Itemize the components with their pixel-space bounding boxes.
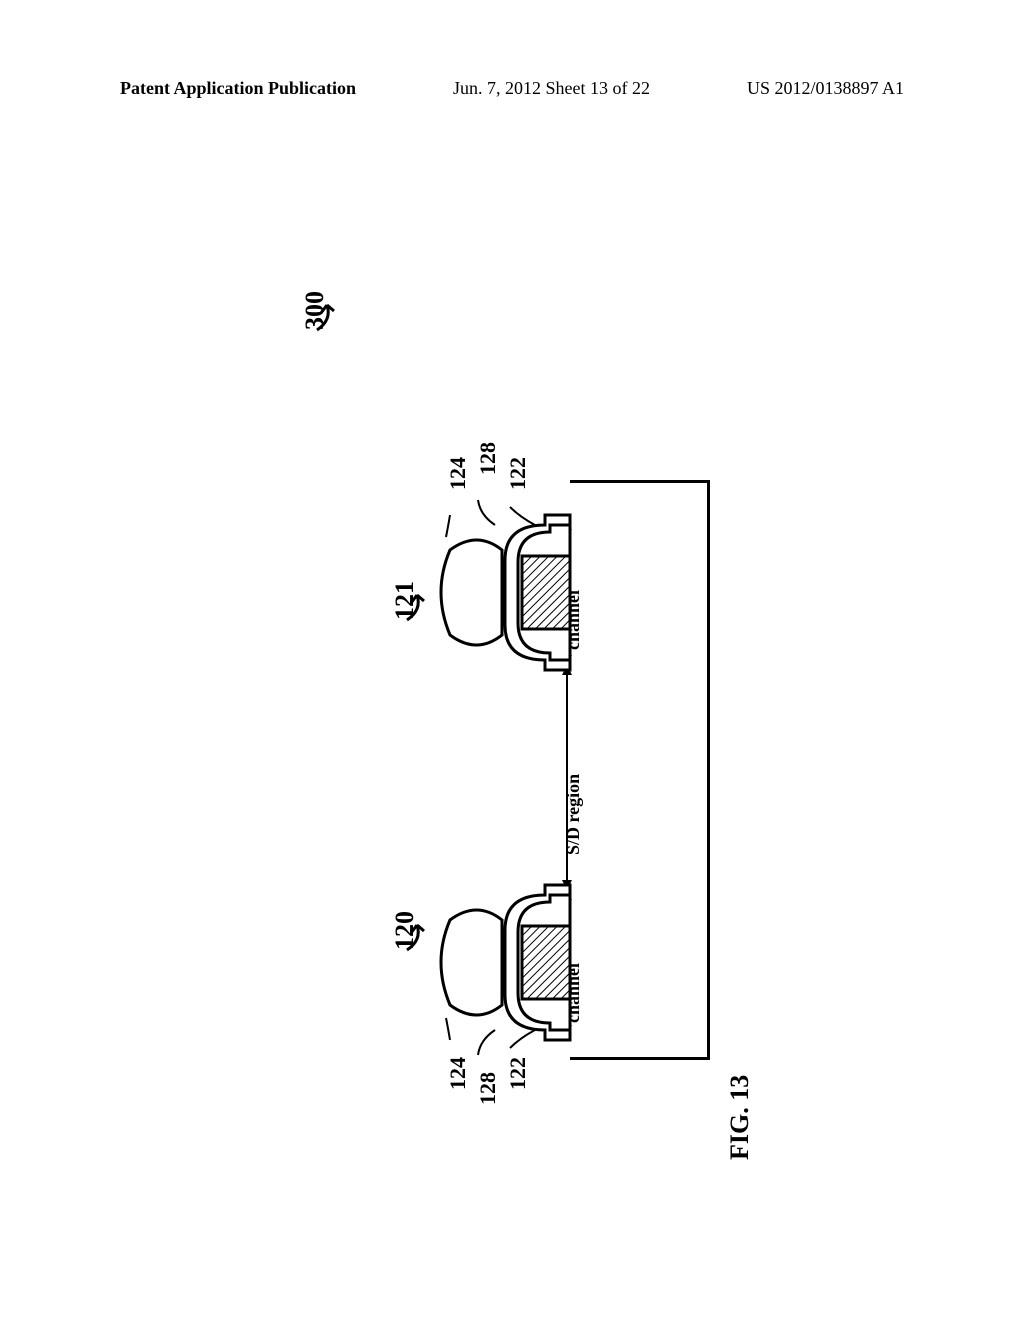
figure-13: FIG. 13 300 120 121 110 — [150, 250, 850, 1150]
gate-structure-120 — [440, 890, 575, 1035]
ref-122-left: 122 — [505, 457, 531, 490]
substrate-box — [570, 480, 710, 1060]
gate-structure-121 — [440, 520, 575, 665]
ref-128-right: 128 — [475, 1072, 501, 1105]
page-header: Patent Application Publication Jun. 7, 2… — [120, 78, 904, 99]
figure-caption: FIG. 13 — [725, 1075, 755, 1160]
figure-rotated-container: FIG. 13 300 120 121 110 — [150, 250, 850, 1150]
arrow-120-icon — [402, 915, 432, 955]
arrow-300-icon — [312, 295, 342, 335]
header-right: US 2012/0138897 A1 — [747, 78, 904, 99]
ref-124-left: 124 — [445, 457, 471, 490]
header-left: Patent Application Publication — [120, 78, 356, 99]
region-sd: S/D region — [563, 774, 584, 855]
arrow-121-icon — [402, 585, 432, 625]
ref-128-left: 128 — [475, 442, 501, 475]
ref-124-right: 124 — [445, 1057, 471, 1090]
ref-122-right: 122 — [505, 1057, 531, 1090]
header-center: Jun. 7, 2012 Sheet 13 of 22 — [453, 78, 650, 99]
